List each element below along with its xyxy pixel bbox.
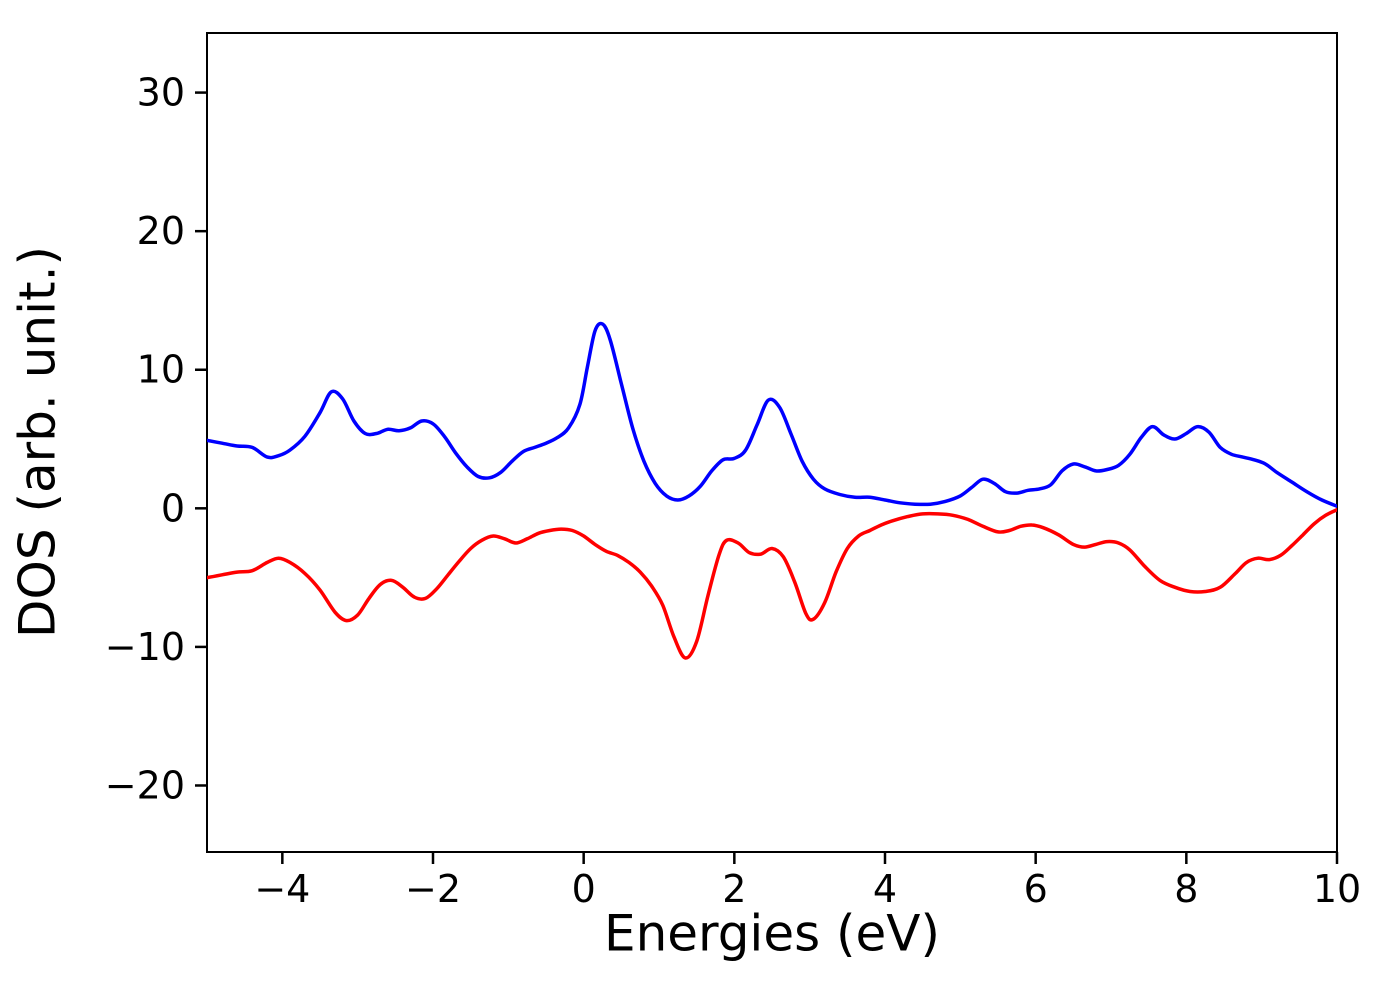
- x-tick-label: 2: [722, 867, 746, 911]
- x-axis-label: Energies (eV): [603, 904, 941, 963]
- axes-box: [206, 32, 1338, 853]
- x-tick-label: 8: [1174, 867, 1198, 911]
- y-tick-label: −10: [105, 625, 185, 669]
- y-tick-label: 20: [137, 209, 185, 253]
- x-tick-label: 4: [873, 867, 897, 911]
- y-axis-label: DOS (arb. unit.): [8, 246, 67, 638]
- x-tick-label: −4: [254, 867, 310, 911]
- y-tick-label: −20: [105, 763, 185, 807]
- x-tick-label: −2: [405, 867, 461, 911]
- y-tick-label: 30: [137, 71, 185, 115]
- y-tick-label: 0: [161, 486, 185, 530]
- x-tick-label: 0: [572, 867, 596, 911]
- spin-down-dos-line: [207, 507, 1337, 660]
- y-tick-label: 10: [137, 348, 185, 392]
- x-tick-label: 6: [1024, 867, 1048, 911]
- spin-up-dos-line: [207, 321, 1337, 508]
- x-tick-label: 10: [1313, 867, 1361, 911]
